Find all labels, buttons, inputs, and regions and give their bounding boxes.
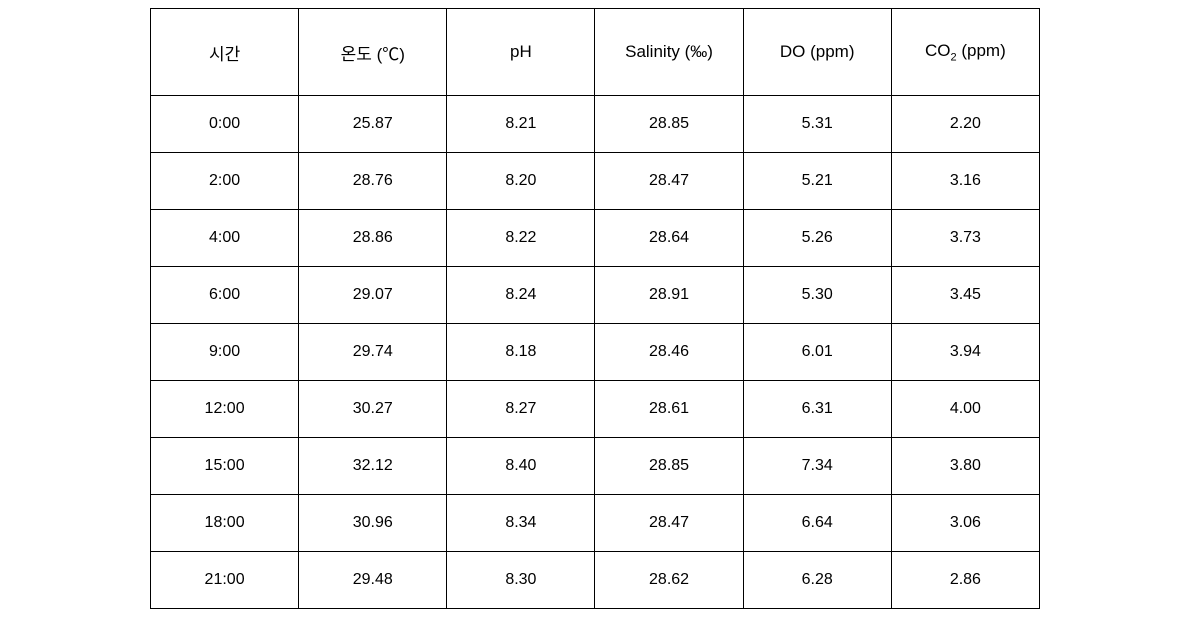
cell: 3.45 — [891, 267, 1039, 324]
cell: 3.16 — [891, 153, 1039, 210]
cell: 8.27 — [447, 381, 595, 438]
table-row: 2:00 28.76 8.20 28.47 5.21 3.16 — [151, 153, 1040, 210]
table-row: 18:00 30.96 8.34 28.47 6.64 3.06 — [151, 495, 1040, 552]
cell: 7.34 — [743, 438, 891, 495]
cell: 6.64 — [743, 495, 891, 552]
cell: 6.01 — [743, 324, 891, 381]
cell: 28.61 — [595, 381, 743, 438]
cell: 6.28 — [743, 552, 891, 609]
cell: 12:00 — [151, 381, 299, 438]
table-body: 0:00 25.87 8.21 28.85 5.31 2.20 2:00 28.… — [151, 96, 1040, 609]
cell: 28.91 — [595, 267, 743, 324]
cell: 8.20 — [447, 153, 595, 210]
cell: 8.30 — [447, 552, 595, 609]
cell: 30.27 — [299, 381, 447, 438]
cell: 28.64 — [595, 210, 743, 267]
col-header-ph: pH — [447, 9, 595, 96]
cell: 8.22 — [447, 210, 595, 267]
table-row: 6:00 29.07 8.24 28.91 5.30 3.45 — [151, 267, 1040, 324]
cell: 25.87 — [299, 96, 447, 153]
cell: 2:00 — [151, 153, 299, 210]
cell: 28.76 — [299, 153, 447, 210]
table-row: 15:00 32.12 8.40 28.85 7.34 3.80 — [151, 438, 1040, 495]
cell: 28.46 — [595, 324, 743, 381]
cell: 8.34 — [447, 495, 595, 552]
table-row: 12:00 30.27 8.27 28.61 6.31 4.00 — [151, 381, 1040, 438]
cell: 28.85 — [595, 96, 743, 153]
cell: 4.00 — [891, 381, 1039, 438]
col-header-co2: CO2 (ppm) — [891, 9, 1039, 96]
col-header-do: DO (ppm) — [743, 9, 891, 96]
table-row: 9:00 29.74 8.18 28.46 6.01 3.94 — [151, 324, 1040, 381]
cell: 28.86 — [299, 210, 447, 267]
table-row: 0:00 25.87 8.21 28.85 5.31 2.20 — [151, 96, 1040, 153]
cell: 5.31 — [743, 96, 891, 153]
table-header-row: 시간 온도 (℃) pH Salinity (‰) DO (ppm) CO2 (… — [151, 9, 1040, 96]
cell: 28.47 — [595, 495, 743, 552]
cell: 3.73 — [891, 210, 1039, 267]
cell: 28.47 — [595, 153, 743, 210]
cell: 15:00 — [151, 438, 299, 495]
cell: 3.94 — [891, 324, 1039, 381]
cell: 29.74 — [299, 324, 447, 381]
table-row: 21:00 29.48 8.30 28.62 6.28 2.86 — [151, 552, 1040, 609]
col-header-salinity: Salinity (‰) — [595, 9, 743, 96]
cell: 8.18 — [447, 324, 595, 381]
data-table: 시간 온도 (℃) pH Salinity (‰) DO (ppm) CO2 (… — [150, 8, 1040, 609]
table-row: 4:00 28.86 8.22 28.64 5.26 3.73 — [151, 210, 1040, 267]
cell: 2.86 — [891, 552, 1039, 609]
cell: 3.80 — [891, 438, 1039, 495]
cell: 30.96 — [299, 495, 447, 552]
cell: 32.12 — [299, 438, 447, 495]
cell: 18:00 — [151, 495, 299, 552]
cell: 29.07 — [299, 267, 447, 324]
cell: 5.30 — [743, 267, 891, 324]
cell: 3.06 — [891, 495, 1039, 552]
cell: 29.48 — [299, 552, 447, 609]
cell: 2.20 — [891, 96, 1039, 153]
col-header-temp: 온도 (℃) — [299, 9, 447, 96]
cell: 8.24 — [447, 267, 595, 324]
cell: 6.31 — [743, 381, 891, 438]
cell: 8.40 — [447, 438, 595, 495]
cell: 4:00 — [151, 210, 299, 267]
cell: 6:00 — [151, 267, 299, 324]
cell: 5.21 — [743, 153, 891, 210]
cell: 5.26 — [743, 210, 891, 267]
cell: 9:00 — [151, 324, 299, 381]
cell: 21:00 — [151, 552, 299, 609]
cell: 0:00 — [151, 96, 299, 153]
cell: 8.21 — [447, 96, 595, 153]
cell: 28.62 — [595, 552, 743, 609]
col-header-time: 시간 — [151, 9, 299, 96]
cell: 28.85 — [595, 438, 743, 495]
